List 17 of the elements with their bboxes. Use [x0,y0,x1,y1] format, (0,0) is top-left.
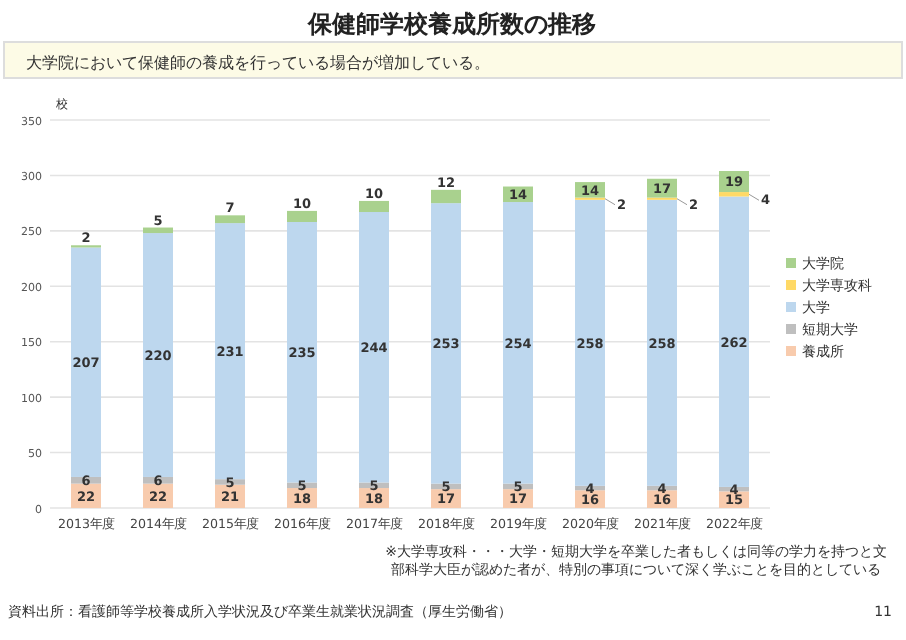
chart-subtitle: 大学院において保健師の養成を行っている場合が増加している。 [26,54,490,72]
bar [359,212,389,483]
bar [359,200,389,213]
bar [431,203,461,484]
bar [647,199,677,486]
bar [215,215,245,224]
bar [719,196,749,487]
bar [431,189,461,204]
chart-title: 保健師学校養成所数の推移 [306,10,596,38]
bar [503,202,533,484]
bar [575,199,605,486]
bar [143,233,173,477]
bar [287,210,317,222]
bar [215,223,245,480]
bar [287,221,317,483]
bar [143,227,173,234]
bar [71,247,101,477]
